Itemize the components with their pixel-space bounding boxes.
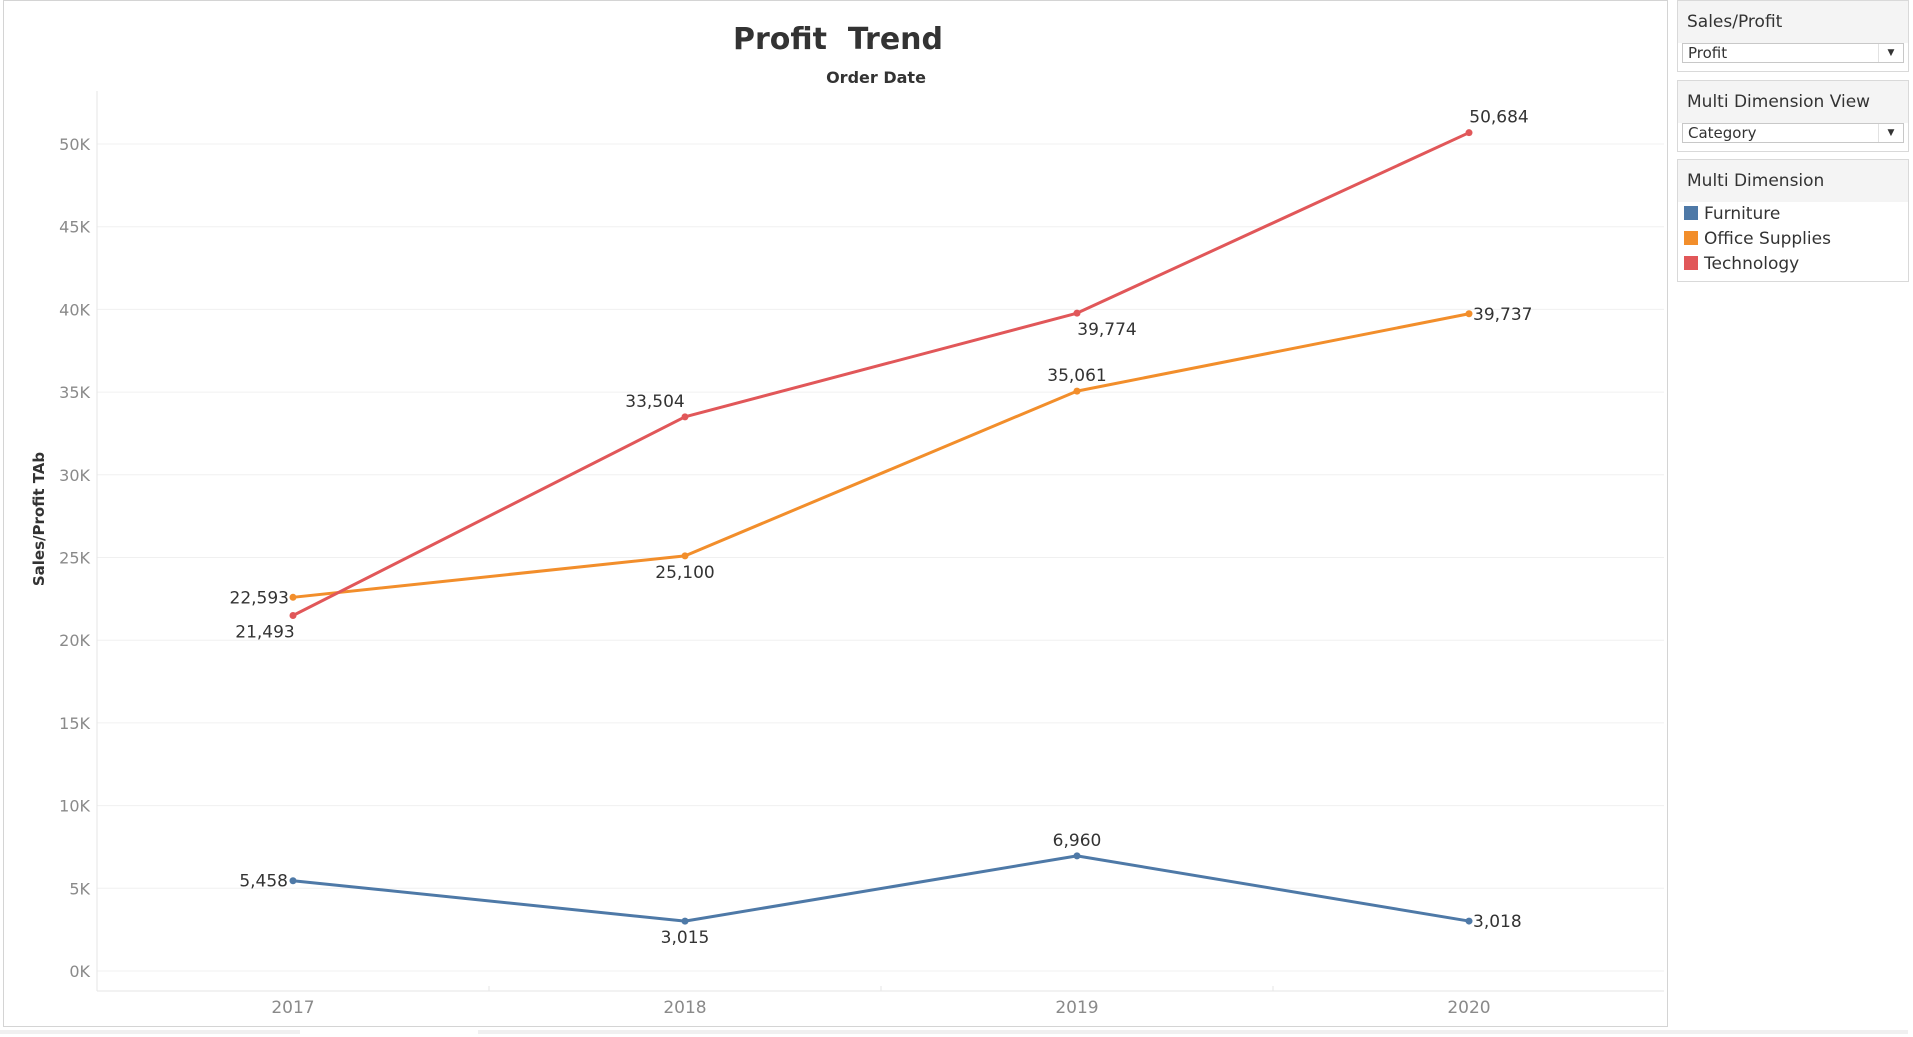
series-line-furniture bbox=[292, 854, 1470, 923]
chart-pane: Profit Trend Order Date Sales/Profit TAb… bbox=[3, 0, 1668, 1027]
data-label: 39,737 bbox=[1473, 305, 1532, 325]
data-point bbox=[1465, 129, 1473, 137]
legend-item-technology[interactable]: Technology bbox=[1678, 252, 1908, 277]
data-label: 22,593 bbox=[230, 588, 289, 608]
series-line-technology bbox=[292, 131, 1470, 617]
data-point bbox=[289, 877, 297, 885]
legend-label: Office Supplies bbox=[1704, 229, 1831, 249]
data-label: 35,061 bbox=[1047, 366, 1106, 386]
y-tick-label: 5K bbox=[69, 879, 90, 898]
data-label: 5,458 bbox=[239, 872, 288, 892]
x-tick-label: 2019 bbox=[1055, 998, 1098, 1018]
legend-item-office-supplies[interactable]: Office Supplies bbox=[1678, 227, 1908, 252]
y-tick-label: 30K bbox=[59, 466, 90, 485]
y-tick-label: 40K bbox=[59, 300, 90, 319]
data-label: 50,684 bbox=[1469, 108, 1528, 128]
line-chart: Profit Trend Order Date Sales/Profit TAb… bbox=[30, 22, 1664, 1018]
y-tick-label: 35K bbox=[59, 383, 90, 402]
x-tick-label: 2017 bbox=[271, 998, 314, 1018]
y-tick-label: 0K bbox=[69, 962, 90, 981]
data-point bbox=[681, 413, 689, 421]
data-point bbox=[289, 593, 297, 601]
legend-item-furniture[interactable]: Furniture bbox=[1678, 202, 1908, 227]
data-label: 25,100 bbox=[655, 563, 714, 583]
view-filter-panel: Multi Dimension View Category ▼ bbox=[1677, 80, 1909, 152]
y-tick-label: 10K bbox=[59, 797, 90, 816]
scrollbar-track bbox=[0, 1030, 300, 1034]
data-point bbox=[1465, 917, 1473, 925]
data-label: 21,493 bbox=[235, 623, 294, 643]
legend-label: Technology bbox=[1704, 254, 1800, 274]
legend-panel: Multi Dimension Furniture Office Supplie… bbox=[1677, 159, 1909, 282]
chevron-down-icon[interactable]: ▼ bbox=[1878, 124, 1903, 142]
legend-swatch bbox=[1684, 231, 1698, 245]
y-tick-label: 15K bbox=[59, 714, 90, 733]
measure-dropdown-value: Profit bbox=[1688, 44, 1728, 62]
view-filter-title: Multi Dimension View bbox=[1678, 81, 1908, 123]
view-dropdown-value: Category bbox=[1688, 124, 1757, 142]
legend-label: Furniture bbox=[1704, 204, 1781, 224]
data-label: 3,015 bbox=[661, 928, 710, 948]
measure-dropdown[interactable]: Profit ▼ bbox=[1682, 43, 1904, 63]
data-point bbox=[681, 552, 689, 560]
legend-swatch bbox=[1684, 256, 1698, 270]
legend-swatch bbox=[1684, 206, 1698, 220]
data-point bbox=[1073, 852, 1081, 860]
chart-subtitle: Order Date bbox=[826, 68, 926, 87]
data-point bbox=[289, 612, 297, 620]
y-axis-label: Sales/Profit TAb bbox=[30, 452, 48, 587]
data-point bbox=[681, 917, 689, 925]
data-label: 39,774 bbox=[1077, 320, 1136, 340]
series-line-office-supplies bbox=[292, 312, 1470, 599]
legend-title: Multi Dimension bbox=[1678, 160, 1908, 202]
y-tick-label: 25K bbox=[59, 549, 90, 568]
chevron-down-icon[interactable]: ▼ bbox=[1878, 44, 1903, 62]
x-tick-label: 2018 bbox=[663, 998, 706, 1018]
x-tick-label: 2020 bbox=[1447, 998, 1490, 1018]
data-label: 3,018 bbox=[1473, 912, 1522, 932]
measure-filter-panel: Sales/Profit Profit ▼ bbox=[1677, 0, 1909, 72]
scrollbar-track bbox=[478, 1030, 1908, 1034]
view-dropdown[interactable]: Category ▼ bbox=[1682, 123, 1904, 143]
y-tick-label: 20K bbox=[59, 631, 90, 650]
y-tick-label: 45K bbox=[59, 218, 90, 237]
data-point bbox=[1073, 309, 1081, 317]
data-point bbox=[1073, 387, 1081, 395]
data-label: 6,960 bbox=[1053, 831, 1102, 851]
chart-title: Profit Trend bbox=[733, 22, 943, 57]
y-tick-label: 50K bbox=[59, 135, 90, 154]
data-label: 33,504 bbox=[625, 392, 684, 412]
data-point bbox=[1465, 310, 1473, 318]
measure-filter-title: Sales/Profit bbox=[1678, 1, 1908, 43]
